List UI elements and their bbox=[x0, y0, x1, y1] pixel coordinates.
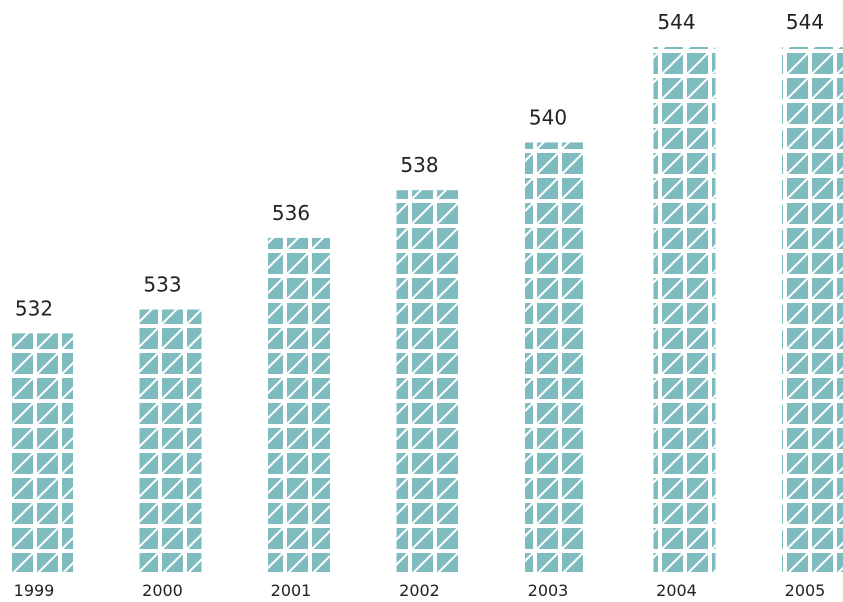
x-tick-label: 2002 bbox=[399, 581, 440, 600]
bar bbox=[139, 309, 202, 572]
x-tick-label: 2005 bbox=[785, 581, 826, 600]
bar bbox=[268, 237, 330, 572]
x-tick-label: 2003 bbox=[528, 581, 569, 600]
value-label: 538 bbox=[400, 153, 438, 177]
bar bbox=[525, 142, 587, 573]
x-tick-label: 2001 bbox=[271, 581, 312, 600]
value-label: 540 bbox=[529, 105, 567, 129]
bar bbox=[396, 190, 459, 572]
x-tick-label: 2000 bbox=[142, 581, 183, 600]
value-label: 533 bbox=[143, 273, 181, 297]
value-label: 536 bbox=[272, 201, 310, 225]
value-label: 532 bbox=[15, 296, 53, 320]
bar bbox=[782, 47, 843, 572]
x-tick-label: 1999 bbox=[14, 581, 55, 600]
x-tick-label: 2004 bbox=[656, 581, 697, 600]
value-label: 544 bbox=[786, 10, 824, 34]
value-label: 544 bbox=[657, 10, 695, 34]
bar bbox=[653, 47, 716, 572]
bar bbox=[11, 333, 73, 572]
